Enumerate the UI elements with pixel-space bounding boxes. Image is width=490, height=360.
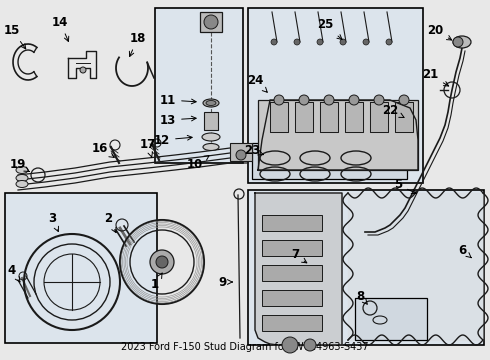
Bar [248, 190, 484, 345]
Bar [258, 100, 418, 170]
Text: 12: 12 [154, 134, 192, 147]
Bar [5, 193, 157, 343]
Circle shape [374, 95, 384, 105]
Circle shape [294, 39, 300, 45]
Bar [262, 315, 322, 331]
Text: 5: 5 [394, 179, 416, 194]
Circle shape [399, 95, 409, 105]
Text: 24: 24 [247, 73, 267, 92]
Circle shape [299, 95, 309, 105]
Circle shape [304, 339, 316, 351]
Polygon shape [395, 102, 413, 132]
Circle shape [317, 39, 323, 45]
Text: 25: 25 [317, 18, 342, 40]
Ellipse shape [206, 100, 216, 105]
Polygon shape [270, 102, 288, 132]
Ellipse shape [453, 36, 471, 48]
Circle shape [271, 39, 277, 45]
Circle shape [340, 39, 346, 45]
Bar [262, 240, 322, 256]
Text: 10: 10 [187, 156, 209, 171]
Text: 21: 21 [422, 68, 449, 86]
Bar [200, 12, 222, 32]
Ellipse shape [16, 175, 28, 181]
Polygon shape [295, 102, 313, 132]
Text: 15: 15 [4, 23, 26, 49]
Circle shape [156, 256, 168, 268]
Bar [262, 215, 322, 231]
Text: 4: 4 [8, 264, 20, 282]
Polygon shape [348, 193, 483, 340]
Text: 23: 23 [244, 144, 263, 157]
Text: 17: 17 [140, 139, 156, 157]
Bar [248, 8, 423, 183]
Bar [262, 265, 322, 281]
Text: 2023 Ford F-150 Stud Diagram for -W714963-S437: 2023 Ford F-150 Stud Diagram for -W71496… [121, 342, 369, 352]
Circle shape [324, 95, 334, 105]
Polygon shape [320, 102, 338, 132]
Circle shape [363, 39, 369, 45]
Ellipse shape [203, 99, 219, 107]
Bar [252, 143, 407, 179]
Polygon shape [345, 102, 363, 132]
Text: 19: 19 [10, 158, 29, 172]
Circle shape [386, 39, 392, 45]
Polygon shape [258, 100, 418, 170]
Circle shape [274, 95, 284, 105]
Bar [230, 143, 252, 161]
Text: 11: 11 [160, 94, 196, 107]
Ellipse shape [203, 144, 219, 150]
Ellipse shape [16, 166, 28, 174]
Bar [204, 112, 218, 130]
Circle shape [80, 67, 86, 73]
Text: 7: 7 [291, 248, 307, 263]
Circle shape [204, 15, 218, 29]
Text: 8: 8 [356, 289, 368, 304]
Ellipse shape [202, 133, 220, 141]
Text: 3: 3 [48, 211, 58, 231]
Polygon shape [370, 102, 388, 132]
Ellipse shape [16, 180, 28, 188]
Text: 2: 2 [104, 211, 116, 233]
Text: 14: 14 [52, 15, 69, 41]
Text: 20: 20 [427, 23, 452, 40]
Polygon shape [255, 193, 342, 345]
Text: 18: 18 [129, 31, 146, 57]
Text: 1: 1 [151, 273, 162, 292]
Circle shape [282, 337, 298, 353]
Bar [355, 298, 427, 340]
Text: 22: 22 [382, 104, 404, 117]
Text: 6: 6 [458, 243, 471, 258]
Circle shape [453, 37, 463, 47]
Bar [262, 290, 322, 306]
Text: 9: 9 [218, 275, 232, 288]
Text: 13: 13 [160, 113, 196, 126]
Bar [155, 8, 243, 163]
Text: 16: 16 [92, 141, 114, 157]
Circle shape [236, 150, 246, 160]
Circle shape [150, 250, 174, 274]
Circle shape [349, 95, 359, 105]
